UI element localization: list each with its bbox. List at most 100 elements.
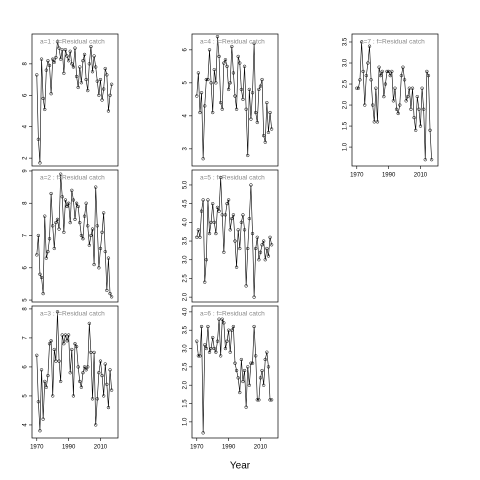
data-point (257, 87, 261, 92)
data-point (95, 397, 99, 401)
y-tick-label: 4 (23, 423, 29, 427)
data-point (255, 398, 259, 402)
panel: 5 6 7 8 9 a=2 : f=Residual catch (23, 169, 119, 303)
data-point (359, 40, 364, 44)
data-point (43, 214, 47, 218)
data-point (81, 237, 85, 241)
data-point (409, 107, 413, 111)
data-point (246, 365, 250, 369)
data-point (219, 175, 223, 180)
data-point (423, 158, 427, 162)
data-point (74, 74, 79, 79)
data-point (266, 130, 271, 134)
data-point (217, 317, 221, 321)
data-point (70, 188, 74, 192)
x-tick-label: 2010 (254, 445, 268, 451)
data-point (241, 379, 245, 384)
x-tick-label: 1990 (222, 445, 236, 451)
data-point (73, 46, 77, 50)
data-point (73, 342, 77, 346)
data-point (242, 64, 247, 68)
data-point (76, 85, 80, 90)
data-point (246, 246, 250, 251)
data-point (199, 91, 204, 95)
data-point (49, 191, 53, 196)
x-tick-label: 1970 (30, 445, 44, 451)
data-point (89, 350, 93, 355)
series-line (196, 36, 272, 159)
data-point (206, 324, 210, 329)
data-point (204, 346, 208, 351)
data-point (198, 110, 202, 115)
y-tick-label: 6 (23, 265, 29, 269)
data-point (39, 368, 44, 372)
data-point (38, 429, 42, 433)
data-point (393, 86, 397, 90)
data-point (79, 81, 84, 85)
data-point (204, 258, 208, 262)
data-point (249, 361, 253, 365)
data-point (94, 65, 98, 69)
data-point (396, 111, 400, 116)
data-point (65, 339, 69, 343)
data-point (98, 77, 103, 82)
data-point (233, 361, 237, 365)
y-tick-label: 2.5 (183, 274, 189, 283)
data-point (220, 317, 224, 321)
data-point (388, 73, 392, 78)
data-point (206, 198, 210, 202)
data-point (230, 328, 234, 332)
data-point (54, 55, 58, 60)
data-point (38, 161, 42, 165)
data-point (100, 373, 104, 378)
series-line (36, 174, 112, 297)
data-point (239, 220, 244, 225)
data-point (81, 371, 85, 375)
data-point (254, 110, 258, 115)
y-tick-label: 5.0 (183, 180, 189, 189)
data-point (214, 81, 218, 85)
data-point (108, 368, 112, 372)
data-point (62, 342, 66, 346)
data-point (422, 107, 426, 111)
data-point (63, 333, 68, 337)
data-point (203, 104, 207, 108)
panel: 2 4 6 8 a=1 : f=Residual catch (23, 33, 119, 167)
data-point (209, 346, 213, 351)
data-point (252, 41, 256, 45)
data-point (60, 333, 64, 337)
data-point (195, 235, 199, 239)
data-point (212, 220, 216, 225)
data-point (36, 233, 41, 238)
data-point (109, 82, 114, 86)
data-point (52, 246, 56, 251)
data-point (76, 204, 80, 209)
data-point (79, 233, 84, 238)
panel: 3 4 5 6 a=4 : f=Residual catch (183, 33, 279, 167)
data-point (201, 198, 205, 202)
data-point (244, 405, 248, 409)
data-point (106, 405, 111, 410)
y-tick-label: 8 (23, 62, 29, 66)
data-point (65, 54, 69, 58)
data-point (223, 58, 228, 62)
data-point (199, 209, 204, 213)
data-point (238, 390, 242, 395)
data-point (43, 107, 47, 112)
data-point (269, 398, 274, 402)
data-point (92, 350, 96, 355)
data-point (71, 65, 76, 69)
data-point (367, 44, 372, 48)
data-point (62, 71, 66, 75)
data-point (244, 107, 248, 111)
data-point (399, 73, 404, 78)
data-point (94, 423, 98, 427)
data-point (371, 103, 375, 107)
data-point (52, 347, 56, 352)
data-point (426, 73, 431, 78)
data-point (375, 120, 380, 124)
data-point (68, 220, 72, 225)
data-point (366, 61, 370, 65)
x-tick-label: 1990 (382, 173, 396, 179)
data-point (222, 61, 226, 65)
